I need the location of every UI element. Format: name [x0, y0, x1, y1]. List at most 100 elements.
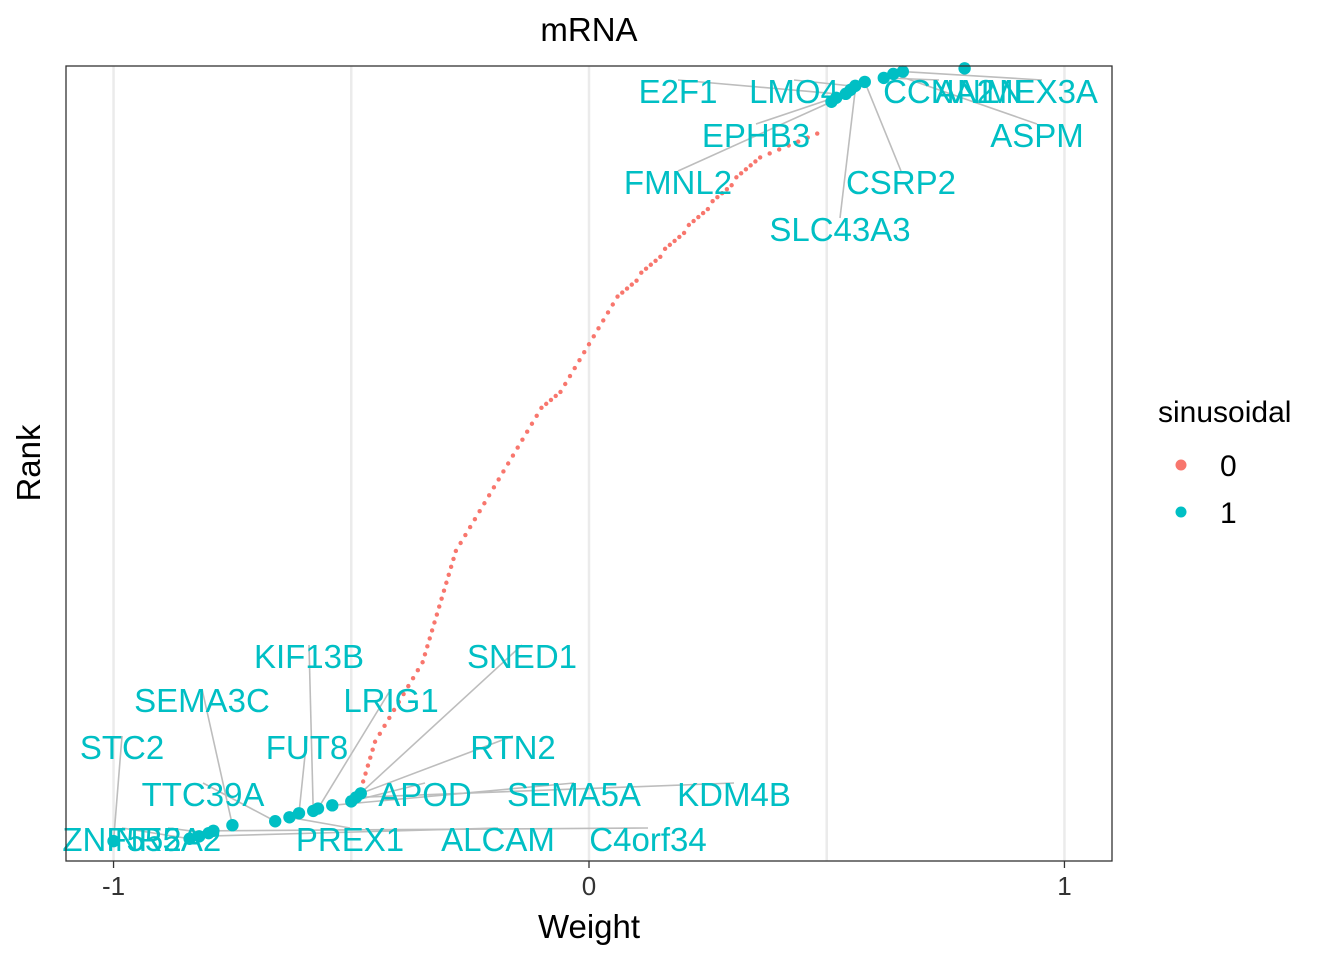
gene-label-20: KDM4B	[677, 776, 791, 813]
point-series-0-92	[748, 163, 753, 168]
point-series-0-97	[786, 143, 791, 148]
point-series-0-43	[515, 445, 520, 450]
point-series-0-40	[501, 469, 506, 474]
point-series-0-76	[672, 238, 677, 244]
point-series-0-58	[586, 342, 592, 347]
point-series-0-67	[629, 282, 634, 287]
point-series-0-2	[363, 771, 368, 776]
point-series-0-77	[677, 234, 682, 240]
gene-label-9: SLC43A3	[769, 211, 910, 248]
point-series-0-68	[634, 278, 639, 283]
point-series-1-5	[226, 819, 239, 832]
point-series-0-86	[719, 191, 725, 196]
point-series-0-70	[643, 266, 649, 271]
point-series-0-60	[596, 326, 601, 331]
point-series-0-46	[529, 421, 535, 426]
point-series-1-8	[292, 807, 306, 820]
leader-line-10	[308, 644, 315, 811]
point-series-0-1	[360, 779, 366, 784]
point-series-1-16	[830, 91, 843, 105]
point-series-1-20	[858, 75, 871, 89]
gene-label-25: C4orf34	[589, 821, 706, 858]
gene-label-1: LMO4	[749, 73, 839, 110]
gene-label-2: CCNA2	[883, 73, 995, 110]
point-series-0-48	[539, 405, 544, 411]
gene-label-0: E2F1	[639, 73, 718, 110]
point-series-0-12	[401, 691, 406, 697]
point-series-0-11	[396, 699, 402, 705]
point-series-0-14	[410, 675, 416, 681]
point-series-1-24	[958, 62, 971, 75]
point-series-0-73	[658, 254, 663, 259]
point-series-0-52	[558, 389, 563, 395]
x-tick-label-0: -1	[102, 871, 125, 901]
point-series-0-26	[444, 580, 449, 585]
point-series-0-90	[738, 171, 744, 176]
point-series-1-1	[183, 832, 196, 845]
point-series-0-27	[446, 572, 451, 577]
point-series-0-16	[420, 660, 425, 665]
gene-label-12: SEMA3C	[134, 682, 270, 719]
point-series-0-50	[548, 397, 554, 403]
point-series-1-7	[283, 811, 296, 824]
leader-line-21	[121, 827, 190, 840]
point-series-0-19	[427, 636, 432, 641]
leader-line-15	[360, 735, 514, 795]
point-series-1-6	[269, 815, 282, 828]
point-series-0-64	[615, 294, 620, 299]
point-series-1-19	[849, 79, 862, 93]
point-series-0-23	[437, 604, 442, 609]
point-series-0-31	[458, 540, 463, 546]
legend: sinusoidal 0 1	[1158, 396, 1291, 530]
point-series-0-88	[729, 183, 734, 188]
x-tick-label-1: 0	[582, 871, 596, 901]
point-series-1-21	[877, 71, 890, 85]
gene-label-8: FMNL2	[624, 164, 732, 201]
gene-label-15: RTN2	[470, 729, 556, 766]
leader-line-9	[839, 89, 857, 219]
point-series-0-7	[377, 731, 382, 736]
point-series-0-57	[582, 350, 587, 355]
point-series-0-93	[753, 159, 758, 164]
point-series-0-20	[429, 628, 435, 633]
legend-label-0: 0	[1220, 450, 1237, 483]
grid-lines	[112, 66, 1066, 861]
legend-label-1: 1	[1220, 497, 1237, 530]
point-series-0-62	[605, 310, 611, 315]
point-series-0-24	[439, 596, 444, 601]
point-series-0-10	[391, 707, 397, 713]
point-series-0-61	[601, 318, 606, 323]
gene-label-24: ALCAM	[441, 821, 555, 858]
leader-line-16	[112, 735, 123, 842]
point-series-0-95	[767, 151, 772, 156]
leader-line-0	[677, 79, 837, 95]
point-series-0-98	[796, 139, 801, 144]
point-series-0-59	[591, 334, 596, 339]
x-axis-ticks: -1 0 1	[102, 861, 1072, 901]
gene-label-6: EPHB3	[702, 117, 810, 154]
gene-label-23: PREX1	[296, 821, 404, 858]
point-series-0-85	[715, 194, 720, 200]
point-series-0-74	[662, 246, 668, 252]
point-series-0-96	[776, 147, 782, 152]
point-series-1-14	[354, 787, 367, 800]
point-series-0-65	[620, 290, 625, 295]
gene-label-11: SNED1	[467, 638, 577, 675]
gene-label-5: ASPM	[990, 117, 1084, 154]
point-series-0-32	[463, 532, 468, 538]
point-series-0-80	[691, 218, 696, 224]
point-series-1-22	[887, 67, 900, 81]
point-series-0-39	[496, 477, 501, 482]
point-series-0-99	[805, 135, 810, 140]
point-series-0-44	[520, 437, 525, 442]
point-series-0-55	[572, 365, 577, 371]
point-series-0-89	[734, 175, 739, 180]
point-series-0-51	[553, 393, 558, 399]
point-series-0-66	[624, 286, 630, 291]
leader-line-1	[793, 79, 851, 87]
leader-line-5	[893, 73, 1038, 125]
leader-line-4	[902, 70, 1043, 81]
gene-label-3: ANLN	[935, 73, 1023, 110]
point-series-0-91	[743, 167, 749, 172]
